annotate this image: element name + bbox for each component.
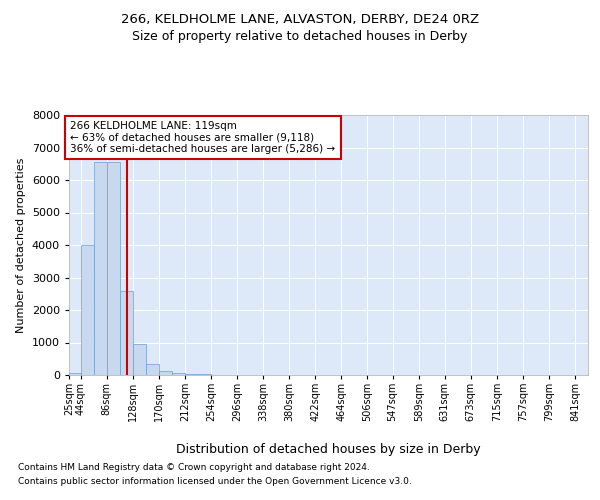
Bar [107,162,120,375]
Bar [198,374,211,375]
Text: 266, KELDHOLME LANE, ALVASTON, DERBY, DE24 0RZ: 266, KELDHOLME LANE, ALVASTON, DERBY, DE… [121,12,479,26]
Bar [133,344,146,375]
Bar [185,374,198,375]
Text: Size of property relative to detached houses in Derby: Size of property relative to detached ho… [133,30,467,43]
Text: Contains public sector information licensed under the Open Government Licence v3: Contains public sector information licen… [18,477,412,486]
Text: Distribution of detached houses by size in Derby: Distribution of detached houses by size … [176,442,481,456]
Bar [146,364,159,375]
Bar [69,372,81,375]
Y-axis label: Number of detached properties: Number of detached properties [16,158,26,332]
Bar [120,290,133,375]
Bar [159,371,172,375]
Bar [172,372,185,375]
Bar [81,245,94,375]
Bar [94,162,107,375]
Text: Contains HM Land Registry data © Crown copyright and database right 2024.: Contains HM Land Registry data © Crown c… [18,464,370,472]
Text: 266 KELDHOLME LANE: 119sqm
← 63% of detached houses are smaller (9,118)
36% of s: 266 KELDHOLME LANE: 119sqm ← 63% of deta… [70,121,335,154]
